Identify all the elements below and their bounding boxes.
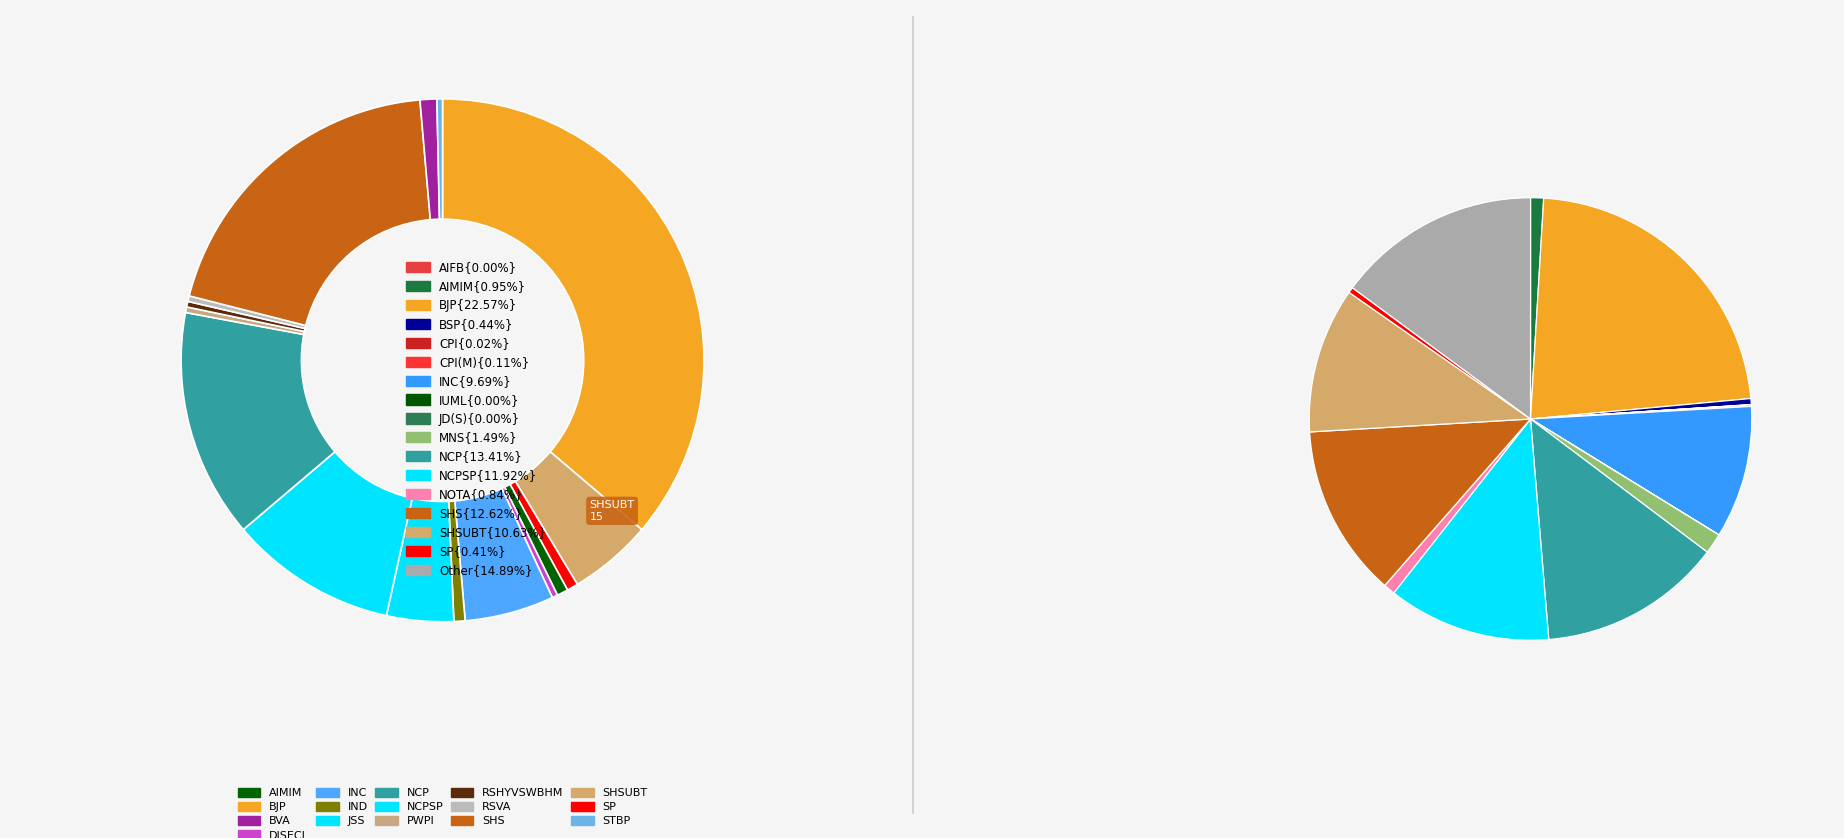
Wedge shape <box>448 501 465 622</box>
Wedge shape <box>190 100 430 325</box>
Wedge shape <box>387 499 454 622</box>
Wedge shape <box>1531 406 1752 535</box>
Wedge shape <box>1531 419 1719 535</box>
Wedge shape <box>437 99 443 220</box>
Wedge shape <box>420 99 439 220</box>
Legend: AIMIM, BJP, BVA, DISECL, INC, IND, JSS, NCP, NCPSP, PWPI, RSHYVSWBHM, RSVA, SHS,: AIMIM, BJP, BVA, DISECL, INC, IND, JSS, … <box>232 784 653 838</box>
Wedge shape <box>511 481 577 590</box>
Wedge shape <box>1385 419 1531 593</box>
Wedge shape <box>502 487 557 597</box>
Wedge shape <box>1352 198 1531 419</box>
Wedge shape <box>1531 399 1752 419</box>
Wedge shape <box>514 452 642 584</box>
Wedge shape <box>1531 419 1708 639</box>
Wedge shape <box>443 99 704 530</box>
Wedge shape <box>181 313 336 530</box>
Wedge shape <box>186 307 304 334</box>
Wedge shape <box>188 296 306 328</box>
Legend: AIFB{0.00%}, AIMIM{0.95%}, BJP{22.57%}, BSP{0.44%}, CPI{0.02%}, CPI(M){0.11%}, I: AIFB{0.00%}, AIMIM{0.95%}, BJP{22.57%}, … <box>402 258 550 580</box>
Wedge shape <box>1531 198 1750 419</box>
Wedge shape <box>1531 405 1752 419</box>
Wedge shape <box>243 452 413 616</box>
Wedge shape <box>1394 419 1549 640</box>
Wedge shape <box>186 302 304 332</box>
Wedge shape <box>1309 292 1531 432</box>
Wedge shape <box>1531 419 1719 552</box>
Wedge shape <box>1309 419 1531 586</box>
Wedge shape <box>455 489 553 621</box>
Text: SHSUBT
15: SHSUBT 15 <box>590 500 634 521</box>
Wedge shape <box>1531 405 1752 419</box>
Wedge shape <box>1531 419 1719 535</box>
Wedge shape <box>1350 287 1531 419</box>
Wedge shape <box>505 484 568 595</box>
Wedge shape <box>1531 198 1543 419</box>
